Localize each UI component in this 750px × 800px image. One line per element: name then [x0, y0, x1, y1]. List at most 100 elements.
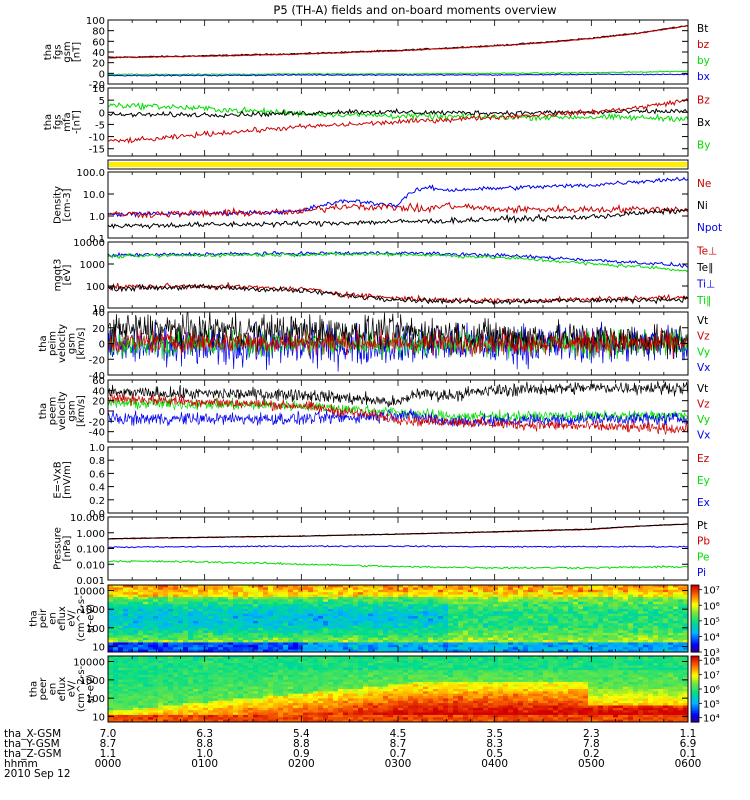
time-axis: tha_X-GSM 7.0 6.3 5.4 4.5 3.5 2.3 1.1 tha_Y-GSM 8…: [4, 728, 701, 770]
y-tick-label: 10: [92, 84, 105, 95]
y-tick-label: 10000: [73, 587, 105, 598]
time-row-value: 4.5: [390, 728, 407, 740]
legend-entry: By: [697, 140, 710, 152]
y-axis-label: fgs: [52, 114, 63, 129]
y-tick-label: 10: [92, 712, 105, 723]
y-tick-label: 10000: [73, 238, 105, 249]
time-row-value: 8.3: [486, 738, 503, 750]
time-row-label: tha_X-GSM: [4, 728, 61, 740]
y-tick-label: -15: [89, 145, 105, 156]
y-axis-label: eflux: [57, 606, 68, 631]
time-row-label: tha_Y-GSM: [4, 738, 60, 750]
time-row-value: 1.0: [196, 748, 213, 760]
y-axis-label: tha: [38, 403, 49, 419]
y-axis-label: mfa: [62, 112, 73, 131]
colorbar-tick-label: 10⁴: [703, 714, 720, 725]
series-Ne: [108, 201, 688, 219]
y-axis-label: tha: [29, 610, 40, 626]
y-tick-label: 100.0: [76, 168, 105, 179]
series-Vx: [108, 408, 688, 429]
y-axis-label: [nT]: [71, 42, 82, 62]
spectrogram-image: [108, 585, 688, 652]
panels-group: 100806040200-20thafgsgsm[nT]Btbzbybx1050…: [29, 16, 723, 725]
y-axis-label: Density: [52, 186, 63, 224]
y-tick-label: 80: [92, 27, 105, 38]
panel-pressure: 10.000 1.000 0.100 0.010 0.001 Pressure[nPa] P…: [52, 513, 710, 587]
legend-entry: Vx: [697, 429, 710, 441]
series-Pi: [108, 544, 688, 549]
legend-entry: Pt: [697, 520, 707, 532]
y-axis-label: tha: [29, 681, 40, 697]
time-row-value: 3.5: [486, 728, 503, 740]
legend-entry: Bz: [697, 94, 710, 106]
series-bx: [108, 73, 688, 77]
series-Vy: [108, 397, 688, 423]
colorbar-tick-label: 10⁶: [703, 685, 720, 696]
y-tick-label: 40: [92, 386, 105, 397]
y-axis-label: peir: [38, 608, 49, 628]
colorbar-tick-label: 10⁷: [703, 586, 720, 597]
y-axis-label: Pressure: [52, 527, 63, 570]
series-group: [108, 381, 688, 436]
date-label: 2010 Sep 12: [4, 768, 71, 780]
colorbar-tick-label: 10⁶: [703, 601, 720, 612]
legend-entry: Pe: [697, 551, 709, 563]
panel-frame: [107, 516, 689, 581]
time-row-value: 0100: [191, 758, 218, 770]
time-row-value: 0.7: [390, 748, 407, 760]
time-row-value: 8.8: [293, 738, 310, 750]
time-row-value: 6.9: [680, 738, 697, 750]
legend-entry: Ti∥: [696, 295, 711, 307]
y-tick-label: 20: [92, 324, 105, 335]
time-row-label: tha_Z-GSM: [4, 748, 62, 760]
y-tick-label: 1.0: [89, 212, 105, 223]
flag-bar: [109, 162, 687, 167]
y-tick-label: -5: [95, 120, 105, 131]
y-tick-label: 60: [92, 37, 105, 48]
time-row-value: 0.2: [583, 748, 600, 760]
time-row-value: 2.3: [583, 728, 600, 740]
legend-entry: Pi: [697, 567, 706, 579]
time-row-value: 0.5: [486, 748, 503, 760]
y-axis-label: [km/s]: [76, 327, 87, 359]
y-axis-label: en: [48, 612, 59, 625]
legend-entry: Ez: [697, 453, 710, 465]
panel-frame: [107, 379, 689, 443]
legend-entry: Vt: [697, 383, 708, 395]
legend-entry: Bx: [697, 117, 710, 129]
legend-entry: Pb: [697, 536, 710, 548]
y-axis-label: gsm: [67, 333, 78, 354]
time-row-value: 0.9: [293, 748, 310, 760]
time-row-value: 0400: [481, 758, 508, 770]
y-tick-label: 0: [99, 340, 105, 351]
y-tick-label: 10.000: [70, 513, 105, 524]
legend-entry: Vx: [697, 362, 710, 374]
colorbar: 10⁸ 10⁷ 10⁶ 10⁵ 10⁴: [690, 655, 720, 725]
time-row-value: 0000: [95, 758, 122, 770]
panel-peir-spectrogram: 10⁷ 10⁶ 10⁵ 10⁴ 10³ 10000 1000 100 10 thapeirenef…: [29, 584, 720, 659]
y-tick-label: 20: [92, 397, 105, 408]
y-axis-label: velocity: [57, 391, 68, 430]
colorbar-tick-label: 10³: [703, 648, 720, 659]
y-axis-label: peem: [48, 397, 59, 425]
colorbar-tick-label: 10⁷: [703, 671, 720, 682]
y-axis-label: mgqt3: [52, 259, 63, 292]
colorbar-tick-label: 10⁵: [703, 617, 720, 628]
y-tick-label: 1000: [80, 605, 105, 616]
y-axis-label: peer: [38, 677, 49, 701]
legend-entry: bx: [697, 71, 710, 83]
y-tick-label: 0: [99, 108, 105, 119]
y-tick-label: 0.2: [89, 496, 105, 507]
y-axis-label: en: [48, 683, 59, 696]
time-row-value: 8.7: [100, 738, 117, 750]
y-axis-label: peim: [48, 331, 59, 356]
legend-entry: Vy: [697, 414, 710, 426]
time-row-value: 0200: [288, 758, 315, 770]
y-tick-label: 1000: [80, 260, 105, 271]
y-tick-label: 0.010: [76, 560, 105, 571]
